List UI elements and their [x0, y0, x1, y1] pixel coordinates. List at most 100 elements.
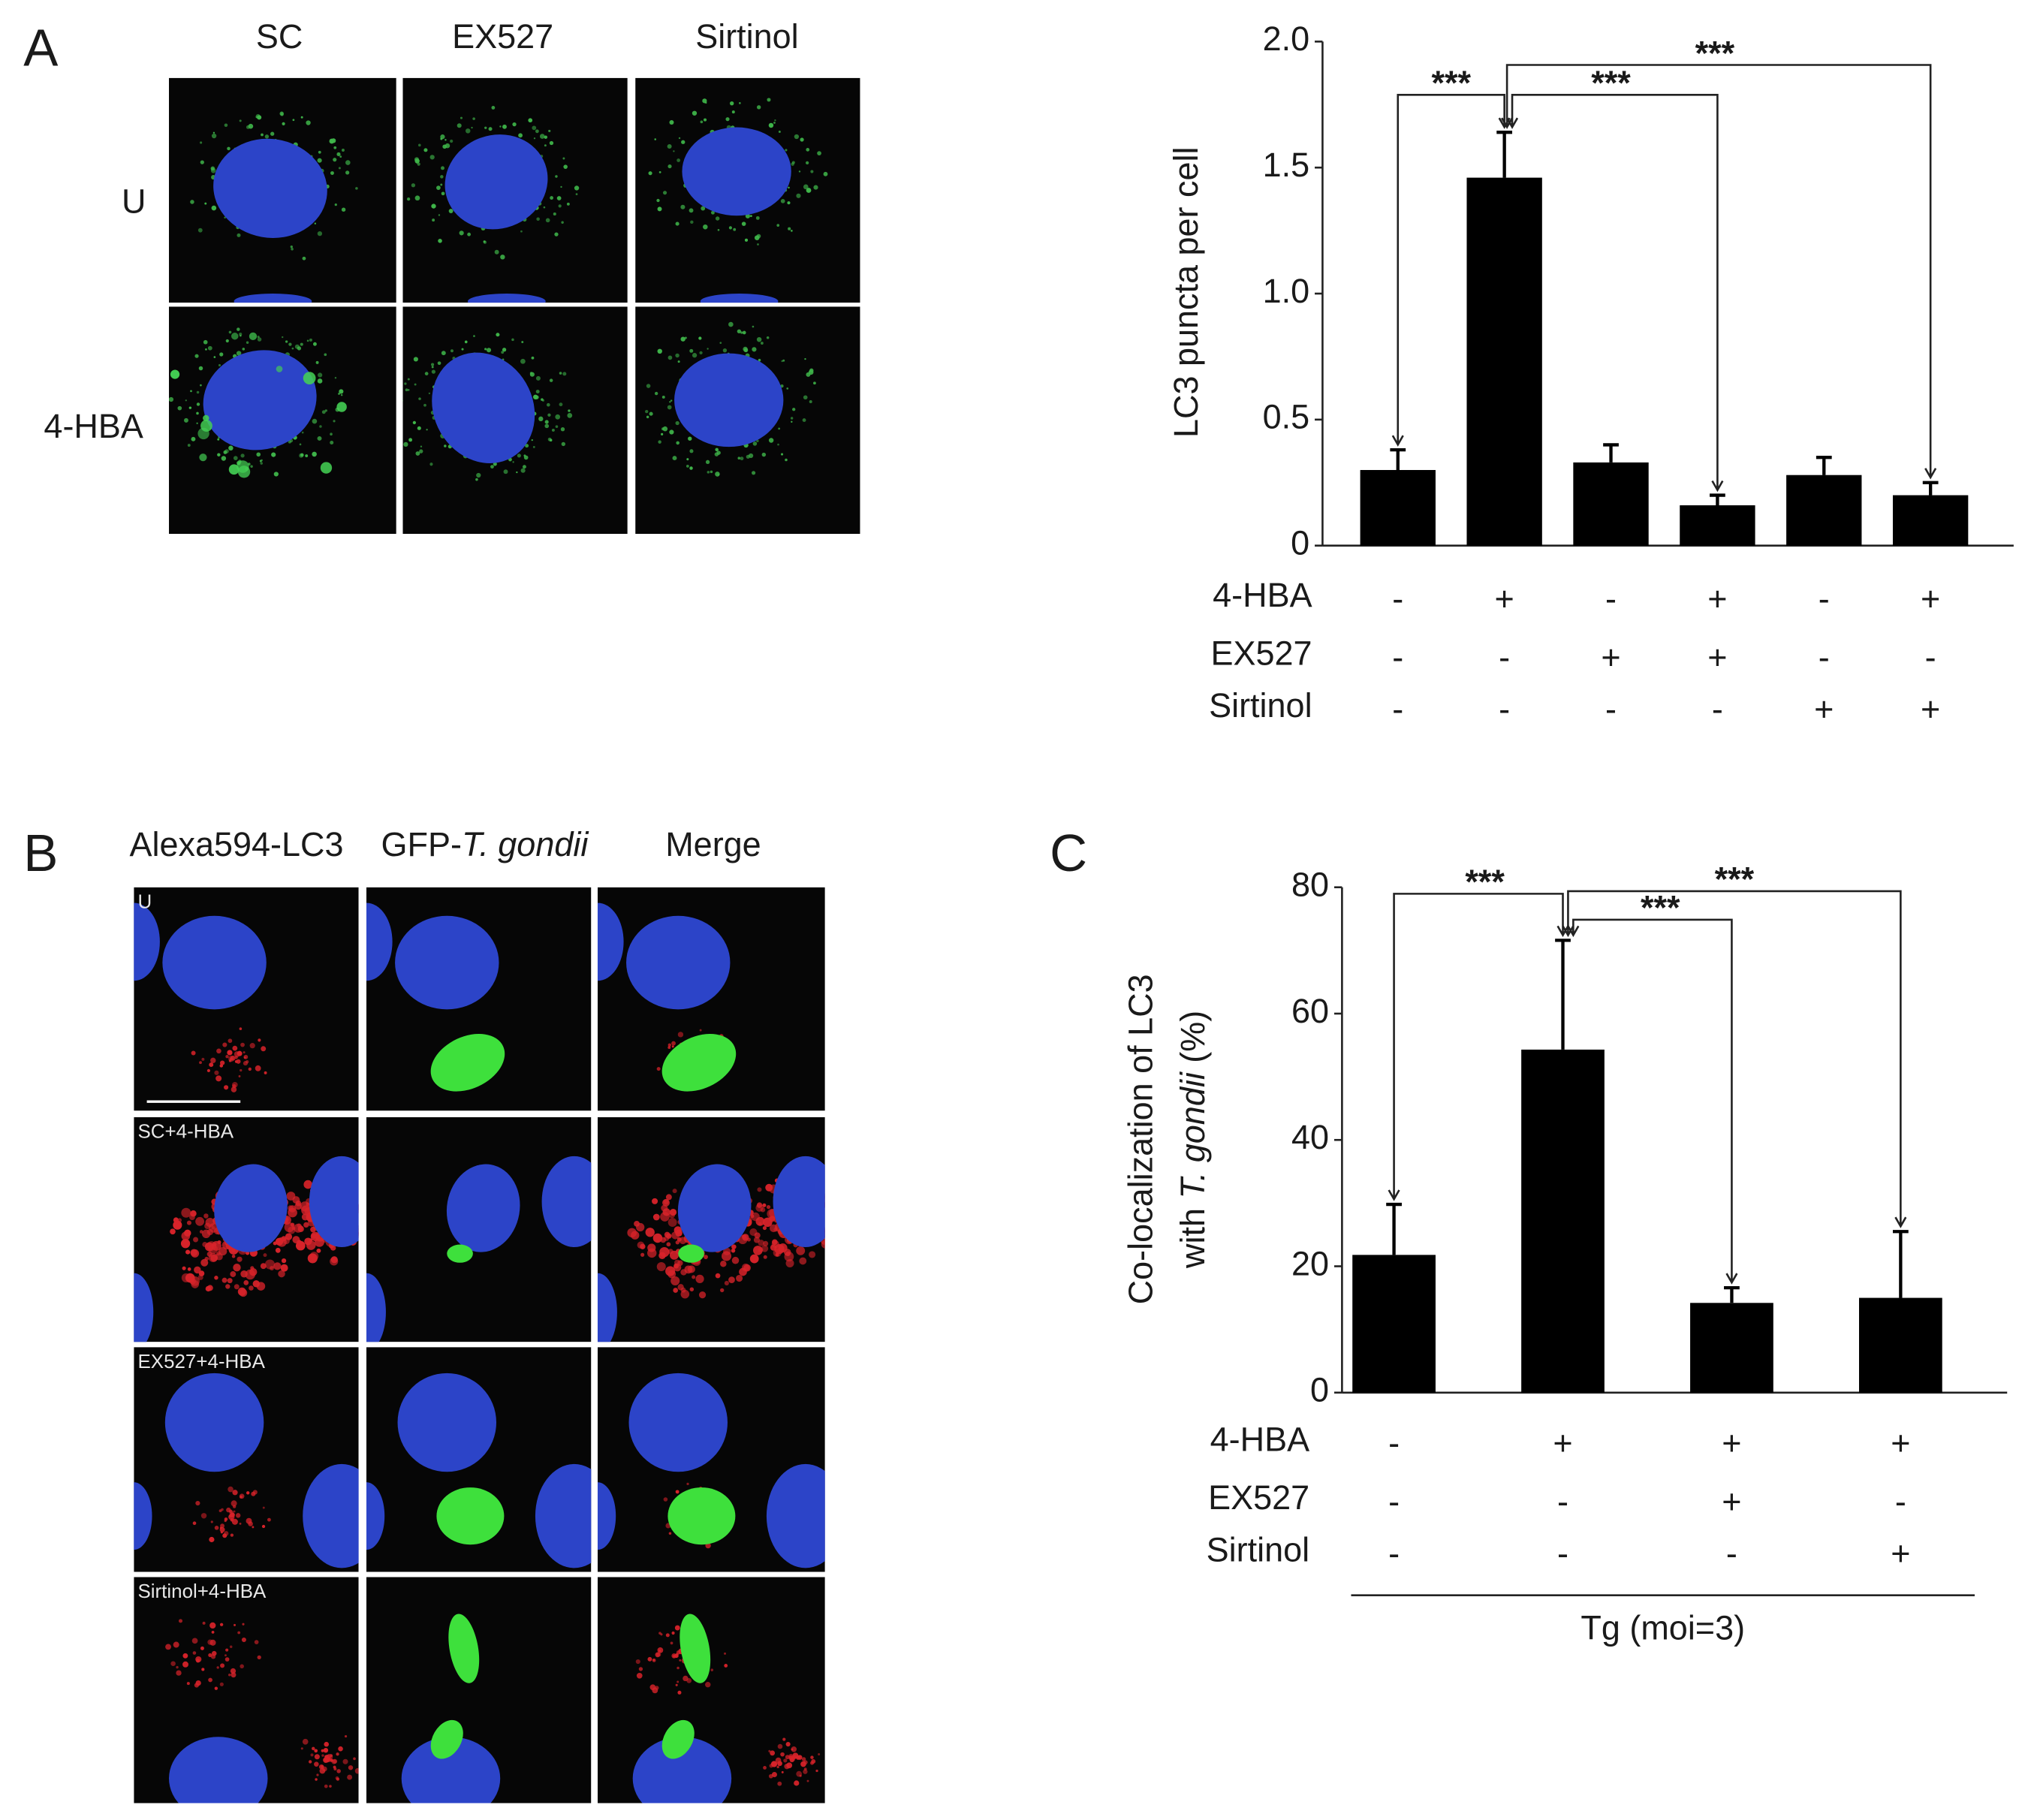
punctum [662, 1208, 670, 1216]
punctum [243, 1051, 246, 1054]
significance-label: *** [1465, 863, 1505, 901]
punctum [200, 160, 204, 164]
punctum [710, 1668, 714, 1671]
punctum [190, 200, 194, 204]
punctum [417, 143, 421, 147]
punctum [318, 150, 321, 154]
punctum [652, 1213, 660, 1221]
error-bar [1724, 1285, 1740, 1303]
micrograph [169, 77, 396, 303]
punctum [690, 220, 694, 224]
punctum [790, 417, 794, 420]
punctum [185, 399, 187, 402]
punctum [170, 1661, 176, 1666]
label-part: T. gondii [462, 825, 589, 863]
punctum [200, 1646, 204, 1650]
punctum [798, 170, 801, 173]
punctum [829, 1217, 837, 1225]
punctum [420, 445, 423, 447]
punctum [748, 453, 754, 459]
punctum [719, 1288, 725, 1293]
nucleus [213, 138, 327, 238]
punctum [203, 339, 208, 345]
punctum [450, 349, 454, 353]
punctum [339, 389, 342, 392]
punctum [187, 1267, 191, 1271]
punctum [221, 1277, 228, 1283]
punctum [679, 1659, 682, 1662]
punctum [195, 1500, 200, 1506]
punctum [228, 330, 232, 334]
punctum [787, 201, 791, 205]
punctum [237, 466, 251, 478]
punctum [338, 167, 341, 170]
punctum [240, 453, 245, 458]
significance-label: *** [1431, 64, 1471, 102]
punctum [687, 1265, 695, 1273]
punctum [647, 1248, 657, 1258]
punctum [770, 1750, 776, 1756]
punctum [512, 461, 514, 463]
punctum [791, 1746, 797, 1752]
punctum [288, 342, 292, 346]
column-label: GFP-T. gondii [381, 825, 589, 863]
punctum [671, 1041, 676, 1046]
punctum [202, 1621, 206, 1625]
punctum [549, 378, 553, 382]
punctum [243, 1280, 249, 1285]
punctum [431, 363, 435, 366]
error-bar [1555, 939, 1571, 1050]
punctum [333, 1767, 337, 1770]
punctum [210, 1520, 213, 1523]
punctum [673, 150, 675, 152]
punctum [539, 134, 545, 139]
punctum [484, 348, 487, 351]
punctum [314, 1749, 318, 1753]
punctum [646, 415, 649, 419]
punctum [246, 341, 249, 344]
punctum [658, 170, 661, 173]
punctum [195, 1680, 201, 1686]
punctum [260, 462, 263, 465]
punctum [716, 450, 721, 455]
treatment-sign: + [1722, 1424, 1741, 1463]
punctum [733, 228, 737, 231]
punctum [178, 1619, 183, 1623]
error-bar [1922, 481, 1939, 496]
punctum [736, 1274, 743, 1282]
punctum [473, 335, 475, 337]
punctum [316, 1773, 319, 1776]
punctum [645, 1228, 655, 1237]
punctum [233, 456, 238, 460]
nucleus [366, 1273, 386, 1342]
parasite [678, 1244, 704, 1263]
micrograph [597, 887, 825, 1111]
punctum [791, 161, 795, 164]
punctum [428, 392, 431, 395]
label-part: GFP- [381, 825, 462, 863]
treatment-sign: + [1891, 1424, 1910, 1463]
punctum [737, 329, 742, 333]
punctum [659, 1246, 670, 1258]
significance-bracket [1388, 893, 1569, 1201]
group-label: Tg (moi=3) [1581, 1608, 1745, 1647]
cell-label: EX527+4-HBA [137, 1351, 265, 1373]
punctum [649, 411, 653, 416]
punctum [677, 1680, 680, 1683]
punctum [671, 1631, 675, 1635]
treatment-sign: - [1557, 1482, 1568, 1520]
y-tick-label: 60 [1291, 992, 1329, 1030]
parasite [448, 1614, 480, 1683]
punctum [768, 1749, 771, 1752]
punctum [224, 1517, 228, 1521]
punctum [815, 1769, 818, 1773]
micrograph: Sirtinol+4-HBA [134, 1577, 359, 1803]
treatment-sign: - [1605, 690, 1617, 728]
treatment-sign: + [1495, 580, 1514, 618]
punctum [544, 144, 547, 147]
punctum [707, 471, 710, 474]
punctum [288, 1207, 297, 1218]
punctum [219, 1682, 224, 1686]
punctum [781, 1770, 784, 1773]
punctum [567, 412, 573, 418]
